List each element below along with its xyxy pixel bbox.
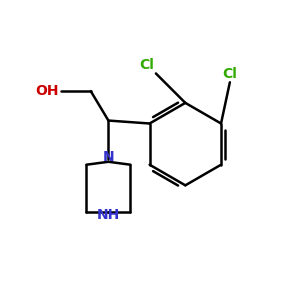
Text: N: N [103,150,114,164]
Text: Cl: Cl [140,58,154,72]
Text: NH: NH [97,208,120,222]
Text: OH: OH [35,84,58,98]
Text: Cl: Cl [222,67,237,81]
